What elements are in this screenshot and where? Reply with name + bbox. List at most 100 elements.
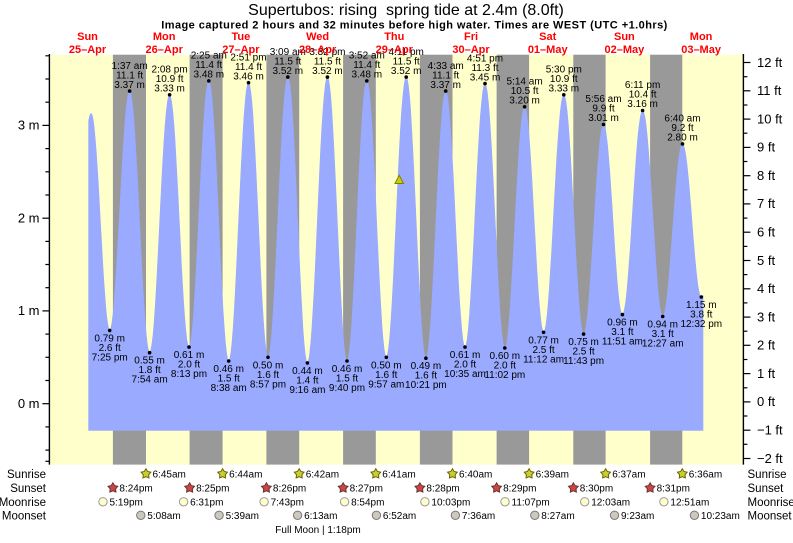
svg-text:7:43pm: 7:43pm [271,497,304,508]
svg-text:11:07pm: 11:07pm [512,497,550,508]
svg-text:8:29pm: 8:29pm [503,484,536,495]
svg-text:5:39am: 5:39am [226,511,259,522]
svg-text:3.37 m: 3.37 m [430,80,461,91]
svg-text:8:28pm: 8:28pm [426,484,459,495]
svg-text:6:52am: 6:52am [383,511,416,522]
svg-text:3.48 m: 3.48 m [352,70,383,81]
svg-text:6 ft: 6 ft [757,225,775,240]
svg-text:9 ft: 9 ft [757,140,775,155]
svg-text:6:31pm: 6:31pm [190,497,223,508]
svg-text:6:36am: 6:36am [689,469,722,480]
svg-text:29–Apr: 29–Apr [376,44,414,56]
svg-text:12:27 am: 12:27 am [642,339,684,350]
svg-text:Mon: Mon [690,31,713,43]
svg-text:5 ft: 5 ft [757,253,775,268]
svg-text:8:27pm: 8:27pm [350,484,383,495]
svg-text:Sunset: Sunset [748,483,785,495]
svg-text:Sun: Sun [77,31,98,43]
svg-text:26–Apr: 26–Apr [146,44,184,56]
svg-text:2 m: 2 m [18,211,40,226]
svg-text:11 ft: 11 ft [757,83,782,98]
svg-text:27–Apr: 27–Apr [222,44,260,56]
svg-text:9:57 am: 9:57 am [368,379,404,390]
svg-text:8:13 pm: 8:13 pm [171,369,207,380]
svg-text:Thu: Thu [384,31,404,43]
svg-text:10:23am: 10:23am [701,511,740,522]
svg-text:7:36am: 7:36am [462,511,495,522]
svg-text:8:30pm: 8:30pm [580,484,613,495]
svg-text:8 ft: 8 ft [757,168,775,183]
svg-text:9:16 am: 9:16 am [289,385,325,396]
svg-text:6:41am: 6:41am [382,469,415,480]
svg-text:7:54 am: 7:54 am [132,375,168,386]
svg-text:4 ft: 4 ft [757,281,775,296]
svg-text:30–Apr: 30–Apr [452,44,490,56]
svg-text:8:54pm: 8:54pm [351,497,384,508]
svg-text:−1 ft: −1 ft [757,423,783,438]
svg-text:7 ft: 7 ft [757,196,775,211]
svg-text:12:03am: 12:03am [591,497,630,508]
svg-text:12 ft: 12 ft [757,55,783,70]
svg-text:11:43 pm: 11:43 pm [563,356,604,367]
svg-text:3.20 m: 3.20 m [509,96,540,107]
svg-text:Sun: Sun [614,31,635,43]
svg-text:Image captured 2 hours and 32: Image captured 2 hours and 32 minutes be… [161,19,668,31]
svg-text:03–May: 03–May [681,44,722,56]
svg-text:Supertubos: rising spring tid: Supertubos: rising spring tide at 2.4m (… [248,2,564,19]
svg-text:3.33 m: 3.33 m [154,84,185,95]
svg-text:11:51 am: 11:51 am [602,337,643,348]
svg-text:10:03pm: 10:03pm [431,497,470,508]
svg-text:6:42am: 6:42am [306,469,339,480]
svg-text:9:23am: 9:23am [621,511,654,522]
svg-text:0 ft: 0 ft [757,394,775,409]
svg-text:2.80 m: 2.80 m [667,133,698,144]
svg-text:02–May: 02–May [605,44,646,56]
svg-text:7:25 pm: 7:25 pm [92,352,128,363]
svg-text:12:51am: 12:51am [670,497,709,508]
svg-text:11:12 am: 11:12 am [523,354,564,365]
svg-text:8:57 pm: 8:57 pm [250,379,286,390]
svg-text:1 ft: 1 ft [757,366,775,381]
svg-text:Fri: Fri [464,31,478,43]
svg-text:8:38 am: 8:38 am [211,383,247,394]
svg-text:3.37 m: 3.37 m [114,80,145,91]
svg-text:6:13am: 6:13am [304,511,337,522]
svg-text:5:19pm: 5:19pm [110,497,143,508]
svg-text:Moonset: Moonset [748,510,793,522]
svg-text:11:02 pm: 11:02 pm [484,370,525,381]
svg-text:1 m: 1 m [18,303,40,318]
svg-text:Moonrise: Moonrise [0,497,46,509]
svg-text:Moonrise: Moonrise [748,497,793,509]
svg-text:Sunset: Sunset [10,483,47,495]
svg-text:6:40am: 6:40am [459,469,492,480]
svg-text:3.52 m: 3.52 m [391,66,422,77]
svg-text:3.45 m: 3.45 m [470,72,501,83]
svg-text:8:24pm: 8:24pm [119,484,152,495]
svg-text:8:25pm: 8:25pm [196,484,229,495]
svg-text:3 ft: 3 ft [757,309,775,324]
svg-text:3.48 m: 3.48 m [194,70,225,81]
svg-text:9:40 pm: 9:40 pm [329,383,365,394]
svg-text:Sat: Sat [539,31,556,43]
svg-text:Wed: Wed [306,31,329,43]
svg-text:8:26pm: 8:26pm [273,484,306,495]
svg-text:10:21 pm: 10:21 pm [405,380,447,391]
svg-text:3 m: 3 m [18,118,40,133]
svg-text:Full Moon | 1:18pm: Full Moon | 1:18pm [275,525,360,536]
svg-text:5:08am: 5:08am [147,511,180,522]
svg-text:28–Apr: 28–Apr [299,44,337,56]
svg-text:−2 ft: −2 ft [757,451,783,466]
svg-text:3.16 m: 3.16 m [627,99,658,110]
svg-text:Tue: Tue [232,31,251,43]
svg-text:0 m: 0 m [18,396,40,411]
svg-text:Sunrise: Sunrise [7,469,46,481]
svg-text:6:37am: 6:37am [612,469,645,480]
svg-text:01–May: 01–May [528,44,569,56]
svg-text:12:32 pm: 12:32 pm [680,319,722,330]
svg-text:6:39am: 6:39am [536,469,569,480]
svg-text:3.52 m: 3.52 m [312,66,343,77]
svg-text:8:31pm: 8:31pm [657,484,690,495]
svg-text:3.52 m: 3.52 m [273,66,304,77]
svg-text:6:44am: 6:44am [229,469,262,480]
svg-text:3.01 m: 3.01 m [588,113,619,124]
